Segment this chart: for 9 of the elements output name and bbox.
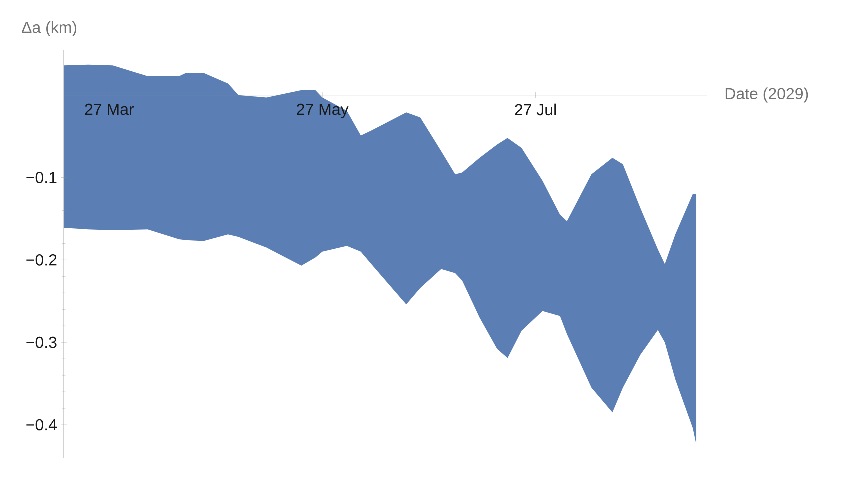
y-axis-title: Δa (km) (22, 22, 77, 36)
y-tick-label: −0.4 (26, 419, 57, 431)
x-tick-label: 27 Jul (515, 104, 556, 116)
x-tick-label: 27 May (297, 104, 349, 118)
y-tick-label: −0.3 (26, 336, 57, 348)
x-axis-title: Date (2029) (726, 88, 808, 103)
y-tick-label: −0.2 (26, 254, 57, 266)
y-tick-label: −0.1 (26, 172, 57, 184)
x-tick-label: 27 Mar (85, 104, 134, 116)
